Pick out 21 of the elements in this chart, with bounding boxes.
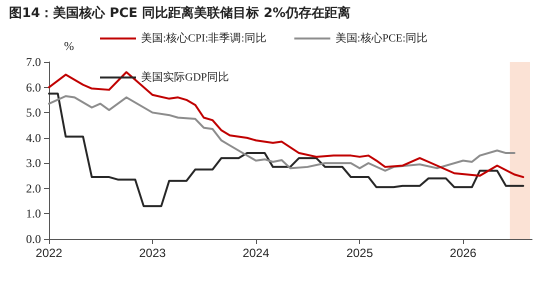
x-tick-label: 2022 [36, 246, 63, 260]
y-tick-label: 7.0 [26, 55, 41, 69]
chart-title: 图14：美国核心 PCE 同比距离美联储目标 2%仍存在距离 [9, 5, 351, 21]
x-tick-label: 2026 [450, 246, 477, 260]
x-tick-label: 2025 [346, 246, 374, 260]
x-tick-label: 2023 [139, 246, 166, 260]
legend-label: 美国:核心PCE:同比 [335, 32, 428, 44]
y-axis-title: % [64, 39, 74, 53]
line-series [48, 71, 524, 178]
line-series [48, 95, 516, 172]
y-tick-label: 2.0 [26, 181, 41, 196]
legend-label: 美国实际GDP同比 [141, 70, 230, 84]
y-tick-label: 1.0 [26, 206, 41, 221]
legend-label: 美国:核心CPI:非季调:同比 [141, 32, 266, 44]
y-tick-label: 0.0 [26, 232, 41, 246]
line-series [48, 92, 524, 208]
x-tick-label: 2024 [242, 246, 270, 260]
y-tick-label: 5.0 [26, 106, 41, 120]
y-tick-label: 4.0 [26, 130, 41, 145]
y-tick-label: 6.0 [26, 80, 41, 94]
y-tick-label: 3.0 [26, 156, 41, 170]
